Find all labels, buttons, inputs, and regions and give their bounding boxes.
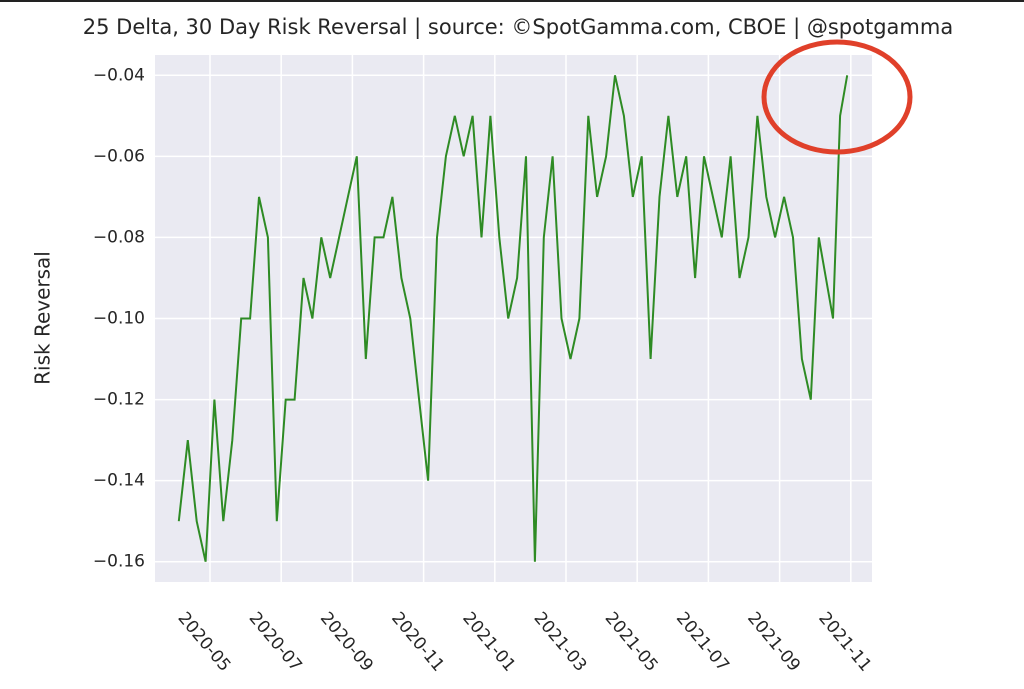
y-axis-label: Risk Reversal — [31, 251, 55, 385]
grid — [155, 55, 872, 582]
y-tick-label: −0.04 — [93, 65, 145, 85]
data-line — [177, 75, 849, 562]
y-tick-label: −0.14 — [93, 471, 145, 491]
chart-title: 25 Delta, 30 Day Risk Reversal | source:… — [83, 15, 953, 40]
highlight-circle — [761, 39, 913, 155]
x-tick-label: 2020-09 — [316, 608, 377, 675]
y-tick-label: −0.06 — [93, 146, 145, 166]
x-tick-label: 2021-11 — [814, 608, 875, 675]
x-tick-label: 2021-07 — [672, 608, 733, 675]
x-tick-label: 2021-03 — [530, 608, 591, 675]
y-tick-label: −0.16 — [93, 552, 145, 572]
x-tick-label: 2021-09 — [743, 608, 804, 675]
x-tick-label: 2020-05 — [174, 608, 235, 675]
y-tick-label: −0.12 — [93, 390, 145, 410]
marks — [177, 75, 849, 562]
x-tick-label: 2021-01 — [458, 608, 519, 675]
y-tick-label: −0.08 — [93, 227, 145, 247]
x-tick-label: 2020-07 — [245, 608, 306, 675]
x-tick-label: 2021-05 — [601, 608, 662, 675]
y-tick-label: −0.10 — [93, 309, 145, 329]
x-tick-label: 2020-11 — [387, 608, 448, 675]
